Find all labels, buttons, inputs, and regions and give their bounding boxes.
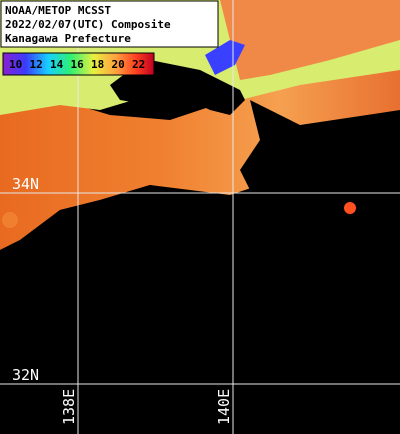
header-line: 2022/02/07(UTC) Composite [5,18,171,31]
colorbar-tick-label: 20 [112,58,125,71]
colorbar [2,52,155,76]
warm-patch [344,202,356,214]
colorbar-tick-label: 12 [30,58,43,71]
cloud-mask-south [0,185,400,434]
colorbar-tick-label: 16 [71,58,85,71]
colorbar-tick-label: 14 [50,58,64,71]
lat-label: 32N [12,366,39,384]
lat-label: 34N [12,175,39,193]
bay [205,40,245,75]
warm-water-north [220,0,400,80]
colorbar-tick-label: 22 [132,58,145,71]
colorbar-tick-label: 18 [91,58,104,71]
colorbar-tick-label: 10 [9,58,22,71]
lon-label: 138E [60,389,78,425]
header-line: Kanagawa Prefecture [5,32,131,45]
colorbar-labels: 10 12 14 16 18 20 22 [9,58,145,71]
warm-patch [2,212,18,228]
header-box [0,0,219,48]
header-line: NOAA/METOP MCSST [5,4,111,17]
warm-water [0,60,400,250]
lon-label: 140E [215,389,233,425]
